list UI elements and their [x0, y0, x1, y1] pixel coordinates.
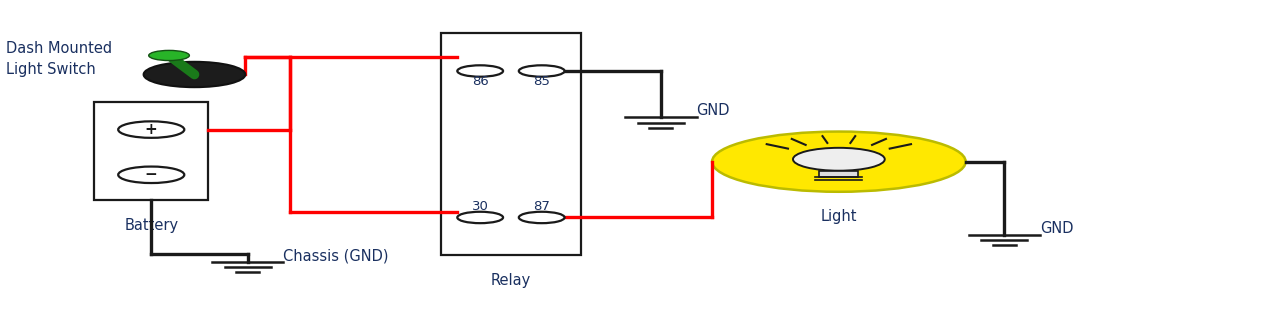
Text: 86: 86: [472, 75, 488, 88]
Bar: [820, 171, 858, 177]
Text: Dash Mounted
Light Switch: Dash Mounted Light Switch: [6, 41, 112, 77]
Text: GND: GND: [697, 103, 730, 119]
Circle shape: [118, 121, 184, 138]
Circle shape: [793, 148, 885, 171]
Text: −: −: [145, 167, 158, 182]
Text: Light: Light: [821, 209, 857, 224]
Circle shape: [149, 50, 189, 61]
Circle shape: [519, 65, 564, 77]
Bar: [441, 33, 581, 255]
Circle shape: [144, 62, 245, 87]
Text: Chassis (GND): Chassis (GND): [283, 248, 389, 263]
Text: 87: 87: [534, 200, 550, 213]
Bar: [94, 102, 208, 200]
Text: 85: 85: [534, 75, 550, 88]
Circle shape: [519, 212, 564, 223]
Circle shape: [458, 65, 503, 77]
Text: 30: 30: [472, 200, 488, 213]
Circle shape: [458, 212, 503, 223]
Ellipse shape: [712, 132, 966, 192]
Text: Battery: Battery: [125, 218, 178, 233]
Text: GND: GND: [1040, 221, 1073, 236]
Text: Relay: Relay: [491, 273, 531, 288]
Circle shape: [118, 166, 184, 183]
Text: +: +: [145, 122, 158, 137]
